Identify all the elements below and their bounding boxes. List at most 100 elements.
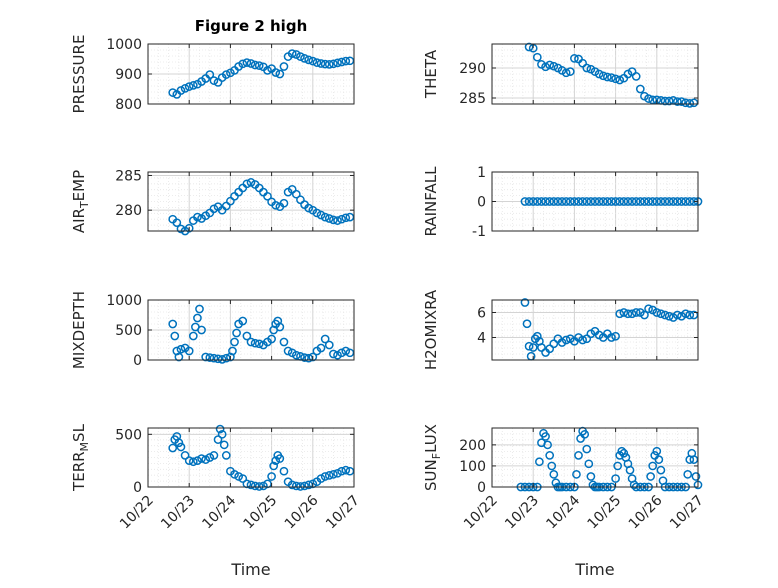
sun_flux-point xyxy=(619,448,629,458)
pressure-point xyxy=(168,88,178,97)
pressure-point xyxy=(329,59,338,69)
rainfall-point xyxy=(553,197,563,206)
terr_msl-point xyxy=(345,466,355,476)
theta-point xyxy=(603,72,612,82)
theta-point xyxy=(681,98,690,108)
mixdepth-point xyxy=(205,353,215,362)
sun_flux-point xyxy=(582,444,592,454)
air_temp-point xyxy=(172,218,182,228)
h2omixra-point xyxy=(561,335,571,345)
terr_msl-ylabel: TERRMSL xyxy=(70,423,91,492)
mixdepth-point xyxy=(242,331,252,341)
theta-point xyxy=(689,98,699,108)
h2omixra-point xyxy=(582,334,592,344)
terr_msl-point xyxy=(287,480,297,490)
rainfall-point xyxy=(520,197,530,206)
rainfall-point xyxy=(681,197,690,206)
mixdepth-point xyxy=(238,316,248,326)
sun_flux-ytick-label: 200 xyxy=(459,438,486,454)
subplot-mixdepth: 0 500 1000 MIXDEPTH xyxy=(70,291,355,369)
terr_msl-point xyxy=(337,466,346,476)
rainfall-point xyxy=(660,197,670,206)
pressure-point xyxy=(250,60,260,70)
air_temp-point xyxy=(279,198,289,208)
sun_flux-point xyxy=(543,440,552,450)
rainfall-point xyxy=(570,197,579,206)
h2omixra-ytick-label: 4 xyxy=(477,331,486,347)
sun_flux-point xyxy=(691,472,701,481)
h2omixra-point xyxy=(520,298,530,307)
mixdepth-point xyxy=(316,343,326,353)
rainfall-point xyxy=(586,197,596,206)
air_temp-point xyxy=(337,214,346,224)
h2omixra-point xyxy=(532,331,542,341)
pressure-point xyxy=(246,59,256,68)
rainfall-point xyxy=(627,197,637,206)
theta-ytick-label: 290 xyxy=(459,61,486,77)
mixdepth-point xyxy=(184,346,194,356)
air_temp-point xyxy=(263,191,272,201)
sun_flux-ylabel: SUNFLUX xyxy=(422,424,443,491)
rainfall-point xyxy=(582,197,592,206)
rainfall-point xyxy=(648,197,658,206)
rainfall-point xyxy=(541,197,550,206)
rainfall-point xyxy=(615,197,625,206)
h2omixra-point xyxy=(619,308,629,317)
pressure-point xyxy=(345,56,355,66)
theta-point xyxy=(549,61,559,71)
terr_msl-point xyxy=(267,472,276,481)
h2omixra-point xyxy=(640,310,649,320)
pressure-point xyxy=(324,60,334,69)
terr_msl-point xyxy=(296,482,305,491)
terr_msl-ytick-label: 0 xyxy=(133,480,142,496)
rainfall-point xyxy=(598,197,608,206)
h2omixra-point xyxy=(652,308,662,317)
sun_flux-point xyxy=(683,470,693,479)
terr_msl-point xyxy=(250,481,260,491)
terr_msl-point xyxy=(329,470,338,479)
theta-markers xyxy=(524,42,699,108)
rainfall-point xyxy=(673,197,682,206)
terr_msl-ylabel-part: TERR xyxy=(70,451,88,492)
h2omixra-ytick-label: 6 xyxy=(477,306,486,322)
terr_msl-point xyxy=(320,472,330,481)
subplot-air_temp: 280 285 AIRTEMP xyxy=(70,168,355,236)
sun_flux-point xyxy=(535,457,544,467)
theta-axes-box xyxy=(491,43,699,105)
mixdepth-ylabel: MIXDEPTH xyxy=(70,291,88,369)
terr_msl-point xyxy=(197,454,206,463)
rainfall-point xyxy=(578,197,587,206)
sun_flux-point xyxy=(648,461,658,471)
sun_flux-point xyxy=(574,451,583,460)
terr_msl-point xyxy=(275,454,285,463)
sun_flux-point xyxy=(689,455,699,464)
x-axis-label-right: Time xyxy=(574,560,614,579)
theta-point xyxy=(524,42,534,52)
terr_msl-point xyxy=(333,468,342,478)
terr_msl-point xyxy=(217,429,227,439)
pressure-point xyxy=(279,62,289,71)
terr_msl-point xyxy=(174,438,184,448)
air_temp-markers xyxy=(168,178,355,236)
terr_msl-point xyxy=(188,457,198,467)
theta-point xyxy=(664,96,674,106)
rainfall-ytick-label: -1 xyxy=(472,224,486,240)
mixdepth-point xyxy=(324,340,334,350)
terr_msl-markers xyxy=(168,424,355,491)
rainfall-point xyxy=(561,197,571,206)
theta-point xyxy=(607,73,616,82)
air_temp-ylabel-part: EMP xyxy=(70,170,88,201)
terr_msl-point xyxy=(234,472,243,481)
rainfall-point xyxy=(656,197,666,206)
terr_msl-point xyxy=(238,474,248,483)
mixdepth-point xyxy=(329,349,338,359)
h2omixra-point xyxy=(524,341,534,351)
mixdepth-point xyxy=(209,353,219,363)
mixdepth-point xyxy=(213,354,223,364)
mixdepth-point xyxy=(170,331,180,341)
sun_flux-point xyxy=(584,459,594,469)
pressure-point xyxy=(333,58,342,68)
terr_msl-point xyxy=(209,451,219,460)
sun_flux-point xyxy=(613,461,623,471)
mixdepth-point xyxy=(279,337,289,347)
